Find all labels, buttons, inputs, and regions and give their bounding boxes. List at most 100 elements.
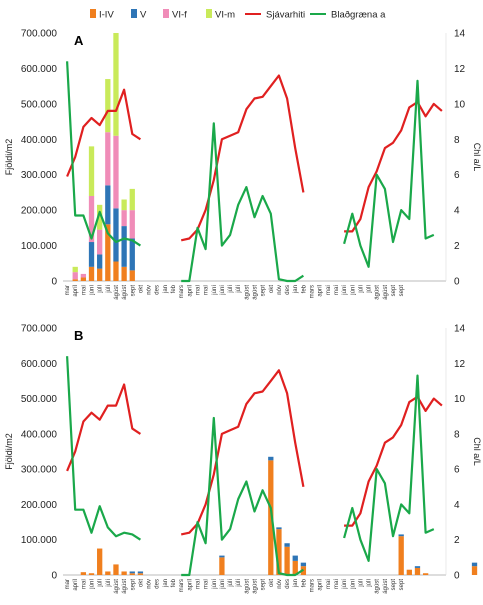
x-tick-label: mars [310, 285, 316, 298]
x-tick-label: maí [81, 579, 87, 589]
x-tick-label: júní [212, 579, 218, 590]
x-tick-label: júlí [228, 579, 234, 588]
y-tick-label: 500.000 [21, 99, 58, 110]
y-tick-label: 0 [51, 571, 57, 582]
bar-VI-m [72, 266, 78, 273]
panel-letter: B [74, 328, 83, 343]
x-tick-label: okt [138, 285, 144, 293]
y2-tick-label: 14 [454, 324, 466, 335]
bar-VI-f [105, 132, 111, 186]
bar-V [268, 456, 274, 461]
x-tick-label: apríl [73, 285, 79, 297]
x-tick-label: maí [195, 579, 201, 589]
y2-axis-label: Chl a/L [472, 437, 482, 466]
x-tick-label: ágúst [122, 285, 128, 300]
bar-VI-f [72, 272, 78, 280]
x-tick-label: des [155, 285, 161, 295]
bar-V [137, 571, 144, 574]
bar-V [284, 543, 290, 547]
x-tick-label: okt [138, 579, 144, 587]
legend-label-5: Blaðgræna a [331, 10, 386, 21]
series-line-Sjávarhiti [344, 101, 443, 233]
x-tick-label: maí [195, 285, 201, 295]
bar-VI-m [88, 146, 95, 196]
x-tick-label: nóv [147, 285, 153, 295]
y-tick-label: 400.000 [21, 135, 58, 146]
bar-V [300, 562, 307, 567]
bar-I-IV [72, 279, 78, 281]
x-tick-label: ágúst [244, 579, 250, 594]
series-line-Sjávarhiti [344, 395, 443, 527]
x-tick-label: júní [342, 285, 348, 296]
bar-I-IV [268, 460, 274, 575]
x-tick-label: júní [350, 285, 356, 296]
x-tick-label: mar [65, 285, 71, 295]
bar-I-IV [398, 536, 404, 575]
x-tick-label: feb [301, 578, 307, 587]
bar-V [88, 242, 95, 267]
x-tick-label: júlí [98, 579, 104, 588]
bar-V [292, 555, 298, 561]
x-tick-label: júlí [228, 285, 234, 294]
series-line-Blaðgræna a [343, 374, 435, 562]
bar-I-IV [105, 224, 111, 281]
x-tick-label: apríl [187, 579, 193, 591]
bar-I-IV [284, 546, 290, 575]
y-tick-label: 100.000 [21, 241, 58, 252]
y2-tick-label: 2 [454, 535, 460, 546]
x-tick-label: des [155, 579, 161, 589]
x-tick-label: jan [163, 285, 169, 294]
legend-label-2: VI-f [172, 10, 187, 21]
bar-V [97, 254, 103, 269]
bar-I-IV [113, 261, 119, 281]
series-line-Sjávarhiti [66, 88, 142, 177]
bar-VI-f [80, 273, 87, 278]
bar-V [129, 571, 135, 574]
series-line-Sjávarhiti [180, 369, 305, 536]
x-tick-label: maí [334, 579, 340, 589]
x-tick-label: maí [326, 579, 332, 589]
bar-V [121, 226, 127, 267]
panel-a: 0 100.000 200.000 300.000 400.000 500.000 600.… [4, 29, 482, 300]
bar-I-IV [80, 277, 87, 281]
x-tick-label: sept [261, 285, 267, 297]
panel-b: 0 100.000 200.000 300.000 400.000 500.000 600.… [4, 324, 482, 594]
bar-I-IV [97, 548, 103, 575]
y-tick-label: 700.000 [21, 29, 58, 40]
series-line-Blaðgræna a [181, 416, 304, 577]
y2-tick-label: 6 [454, 465, 460, 476]
x-tick-label: mars [179, 285, 185, 298]
bar-I-IV [88, 573, 95, 575]
x-tick-label: apríl [318, 579, 324, 591]
y2-tick-label: 10 [454, 394, 466, 405]
y2-tick-label: 10 [454, 99, 466, 110]
x-tick-label: okt [269, 285, 275, 293]
x-tick-label: maí [81, 285, 87, 295]
y-tick-label: 100.000 [21, 535, 58, 546]
x-tick-label: maí [204, 285, 210, 295]
x-tick-label: maí [204, 579, 210, 589]
x-tick-label: maí [334, 285, 340, 295]
legend-swatch-3 [206, 9, 212, 18]
x-tick-label: júlí [98, 285, 104, 294]
legend-label-1: V [140, 10, 147, 21]
bar-I-IV [97, 268, 103, 281]
y-axis-label: Fjöldi/m2 [4, 433, 14, 470]
x-tick-label: júlí [358, 579, 364, 588]
bar-I-IV [80, 572, 87, 575]
y2-tick-label: 4 [454, 206, 460, 217]
bar-I-IV [113, 564, 119, 575]
x-tick-label: okt [269, 579, 275, 587]
bar-I-IV [219, 557, 225, 575]
x-tick-label: ágúst [383, 285, 389, 300]
series-line-Blaðgræna a [66, 356, 142, 541]
x-tick-label: maí [326, 285, 332, 295]
x-tick-label: júní [90, 579, 96, 590]
x-tick-label: júlí [367, 285, 373, 294]
bar-V [414, 566, 421, 568]
bar-V [129, 238, 135, 271]
x-tick-label: nóv [147, 579, 153, 589]
bar-VI-f [97, 229, 103, 255]
y-tick-label: 400.000 [21, 429, 58, 440]
